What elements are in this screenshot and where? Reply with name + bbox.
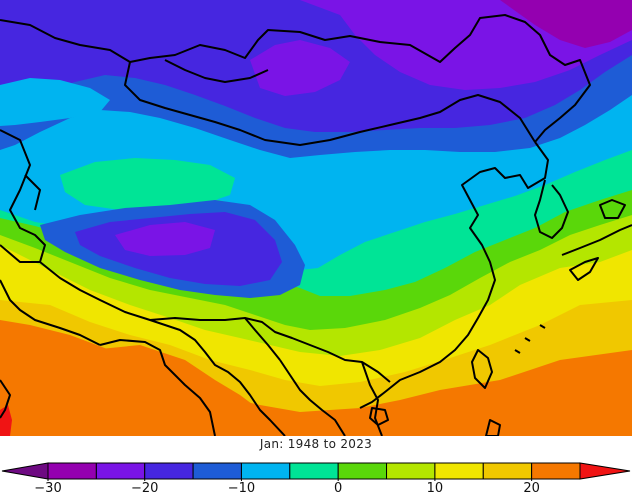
colorbar-arrow-low [1, 462, 49, 480]
colorbar-tick-label: −10 [227, 481, 256, 496]
colorbar-arrow-high [579, 462, 631, 480]
colorbar-tick-label: −20 [131, 481, 159, 496]
patch-violet-tibet [115, 222, 215, 256]
colorbar-segment [386, 462, 436, 480]
colorbar-segment [337, 462, 388, 480]
patch-violet-mongolia [250, 40, 350, 96]
colorbar-segments [1, 462, 631, 480]
colorbar-tick-label: 20 [523, 481, 540, 496]
colorbar-segment [144, 462, 194, 480]
country-borders [0, 14, 632, 436]
patch-purple-ne [500, 0, 632, 48]
colorbar-segment [289, 462, 339, 480]
patch-tarim-green [60, 158, 235, 210]
temperature-map-canvas [0, 0, 632, 436]
colorbar-segment [434, 462, 484, 480]
colorbar-tick-label: 10 [426, 481, 444, 496]
colorbar-ticks [47, 479, 533, 481]
colorbar-tick-label: −30 [34, 481, 62, 496]
colorbar-tick-label: 0 [334, 481, 343, 496]
patch-lightblue-west [0, 78, 110, 126]
colorbar-segment [47, 462, 97, 480]
patch-india-orange [0, 345, 270, 436]
temperature-map [0, 0, 632, 436]
colorbar-segment [531, 462, 581, 480]
colorbar-segment [482, 462, 533, 480]
colorbar-segment [192, 462, 242, 480]
colorbar-segment [95, 462, 146, 480]
colorbar [1, 462, 631, 481]
map-caption: Jan: 1948 to 2023 [259, 437, 373, 451]
colorbar-segment [240, 462, 291, 480]
